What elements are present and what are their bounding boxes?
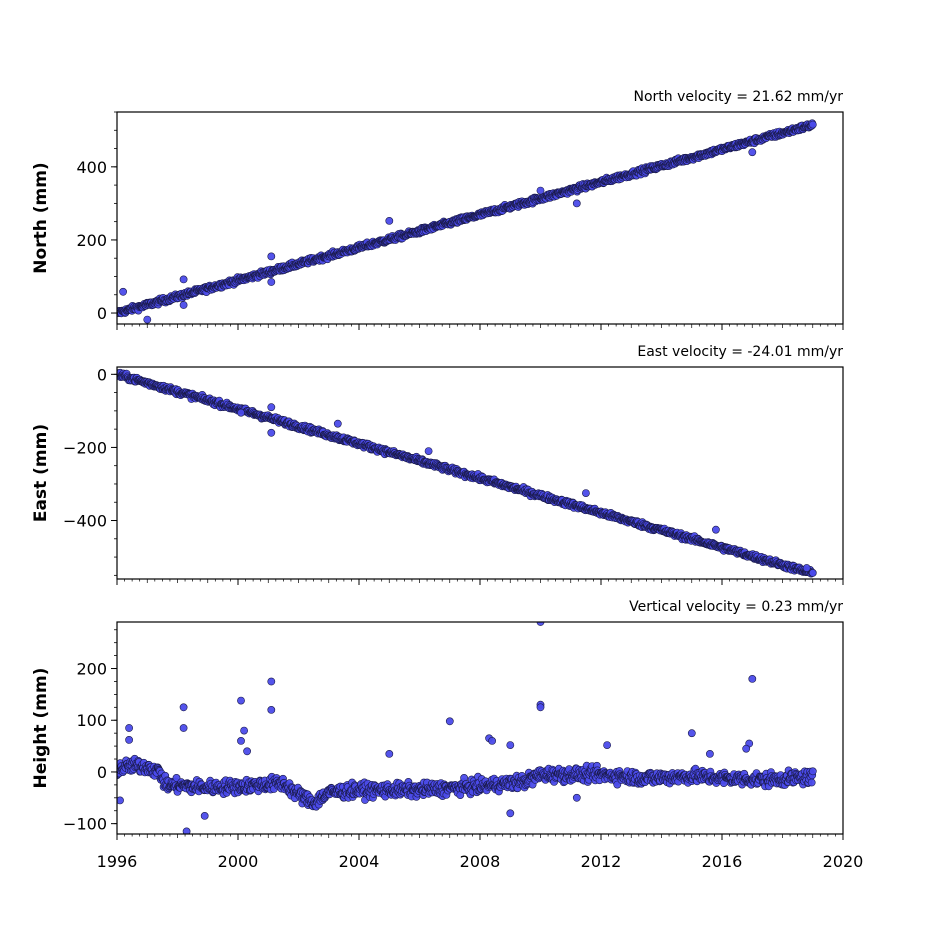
- points-group-2: [117, 368, 817, 578]
- y-tick-label: −100: [63, 815, 107, 834]
- data-point: [237, 408, 245, 417]
- data-point: [687, 729, 696, 738]
- data-point: [179, 724, 188, 732]
- data-point: [125, 724, 134, 732]
- y-axis-label: East (mm): [31, 424, 51, 522]
- data-point: [424, 447, 433, 455]
- data-point: [240, 726, 248, 735]
- y-axis-label: North (mm): [31, 162, 51, 273]
- x-tick-label: 2000: [218, 852, 259, 871]
- panel-title: Vertical velocity = 0.23 mm/yr: [629, 599, 843, 615]
- data-point: [267, 278, 276, 286]
- x-tick-label: 2008: [460, 852, 501, 871]
- panel-title: East velocity = -24.01 mm/yr: [637, 344, 843, 360]
- data-point: [807, 778, 816, 787]
- y-tick-label: 200: [76, 660, 107, 679]
- data-point: [712, 525, 720, 534]
- data-point: [385, 216, 394, 225]
- y-tick-label: 400: [76, 158, 107, 177]
- data-point: [267, 252, 276, 261]
- data-point: [179, 703, 188, 712]
- data-point: [536, 703, 545, 712]
- data-point: [506, 741, 515, 749]
- data-point: [488, 737, 496, 745]
- y-tick-label: −400: [63, 512, 107, 531]
- data-point: [603, 741, 611, 749]
- data-point: [802, 564, 811, 572]
- points-group-3: [117, 622, 817, 834]
- data-point: [267, 428, 276, 437]
- x-tick-label: 2012: [581, 852, 622, 871]
- y-tick-label: 0: [97, 365, 107, 384]
- data-point: [385, 750, 394, 758]
- y-tick-label: 0: [97, 304, 107, 323]
- data-point: [808, 569, 817, 577]
- data-point: [143, 315, 152, 324]
- data-point: [119, 287, 127, 296]
- y-axis-label: Height (mm): [31, 668, 51, 789]
- points-group-1: [117, 119, 817, 324]
- y-tick-label: −200: [63, 438, 107, 457]
- x-tick-label: 2016: [702, 852, 743, 871]
- data-point: [808, 120, 817, 129]
- x-tick-label: 2004: [339, 852, 380, 871]
- data-point: [267, 706, 276, 714]
- data-point: [748, 148, 757, 157]
- panel-title: North velocity = 21.62 mm/yr: [633, 89, 843, 105]
- data-point: [267, 677, 276, 686]
- data-point: [742, 744, 751, 753]
- y-tick-label: 200: [76, 231, 107, 250]
- plot-frame-3: [116, 621, 844, 835]
- x-tick-label: 1996: [97, 852, 138, 871]
- data-point: [243, 747, 251, 756]
- data-point: [582, 489, 590, 497]
- data-point: [237, 737, 245, 745]
- data-point: [572, 199, 581, 208]
- data-point: [179, 301, 188, 309]
- data-point: [172, 774, 181, 782]
- x-tick-label: 2020: [823, 852, 864, 871]
- data-point: [237, 696, 245, 705]
- data-point: [572, 793, 581, 802]
- data-point: [506, 809, 515, 818]
- data-point: [200, 812, 209, 820]
- data-point: [267, 403, 276, 412]
- data-point: [117, 796, 124, 805]
- data-point: [445, 717, 454, 726]
- data-point: [179, 275, 188, 284]
- data-point: [182, 827, 191, 834]
- data-point: [333, 419, 342, 428]
- y-tick-label: 100: [76, 711, 107, 730]
- y-tick-label: 0: [97, 763, 107, 782]
- data-point: [706, 750, 714, 758]
- data-point: [536, 186, 545, 195]
- data-point: [808, 767, 817, 776]
- data-point: [125, 736, 134, 744]
- data-point: [748, 675, 757, 683]
